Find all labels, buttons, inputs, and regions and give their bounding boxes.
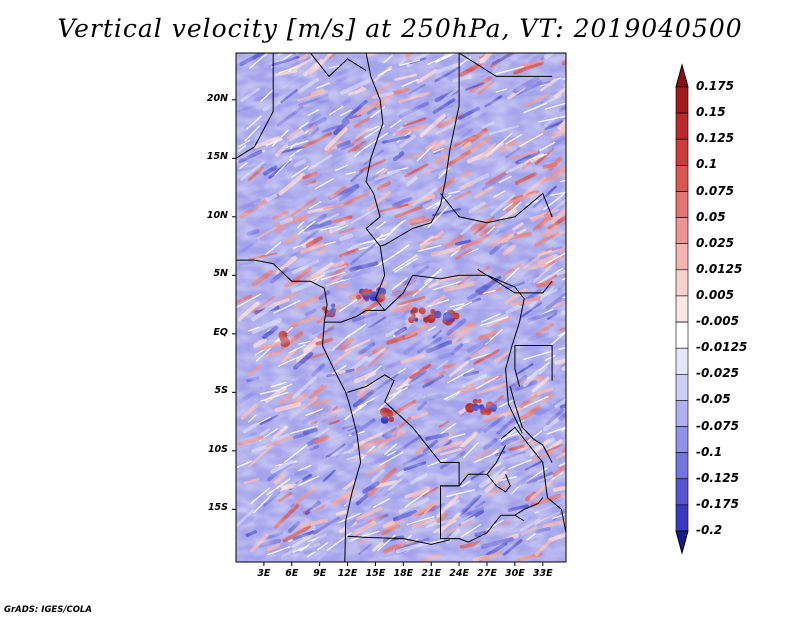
colorbar-swatch bbox=[675, 165, 689, 192]
border-line bbox=[440, 192, 553, 224]
border-line bbox=[379, 53, 460, 247]
lat-label: 15S bbox=[207, 502, 228, 514]
colorbar-label: 0.125 bbox=[696, 131, 734, 146]
map-frame bbox=[235, 52, 567, 563]
border-line bbox=[347, 535, 450, 545]
border-line bbox=[514, 345, 520, 387]
colorbar-swatch bbox=[675, 400, 689, 427]
credit-text: GrADS: IGES/COLA bbox=[4, 605, 92, 615]
colorbar-label: 0.025 bbox=[696, 235, 734, 250]
lat-label: 15N bbox=[206, 151, 228, 163]
colorbar-swatch bbox=[675, 295, 689, 323]
colorbar-label: -0.005 bbox=[696, 314, 739, 329]
colorbar-label: 0.1 bbox=[696, 157, 718, 172]
field-streak bbox=[296, 53, 301, 55]
border-line bbox=[514, 497, 544, 516]
lon-label: 18E bbox=[393, 568, 414, 579]
lon-label: 9E bbox=[313, 568, 327, 579]
colorbar-swatch bbox=[675, 112, 689, 140]
colorbar-swatch bbox=[675, 321, 689, 349]
colorbar-swatch bbox=[675, 347, 689, 375]
field-streak bbox=[563, 83, 566, 87]
colorbar-label: -0.175 bbox=[696, 496, 739, 511]
colorbar-label: 0.005 bbox=[696, 287, 734, 302]
border-line bbox=[440, 444, 507, 487]
country-borders bbox=[236, 53, 566, 562]
axis-ticks bbox=[232, 99, 544, 566]
velocity-field bbox=[236, 53, 566, 562]
colorbar-label: 0.05 bbox=[696, 209, 726, 224]
colorbar-swatch bbox=[675, 426, 689, 453]
border-line bbox=[514, 345, 553, 381]
border-line bbox=[347, 374, 469, 543]
map-title: Vertical velocity [m/s] at 250hPa, VT: 2… bbox=[57, 14, 743, 43]
lon-label: 33E bbox=[532, 568, 553, 579]
colorbar-label: 0.0125 bbox=[696, 261, 743, 276]
lon-label: 6E bbox=[285, 568, 299, 579]
colorbar-label: -0.2 bbox=[696, 523, 723, 537]
colorbar-bottom-arrow bbox=[675, 530, 689, 555]
field-streak bbox=[563, 380, 566, 384]
colorbar-top-arrow bbox=[675, 63, 689, 88]
lon-label: 24E bbox=[449, 568, 469, 579]
colorbar-label: -0.05 bbox=[696, 392, 731, 407]
lat-label: 20N bbox=[206, 92, 228, 104]
field-streak bbox=[563, 272, 566, 277]
border-line bbox=[236, 259, 362, 562]
lon-label: 27E bbox=[477, 568, 497, 579]
border-line bbox=[477, 269, 553, 294]
colorbar-swatch bbox=[675, 373, 689, 401]
lon-label: 3E bbox=[257, 568, 271, 579]
colorbar-label: -0.1 bbox=[696, 444, 723, 459]
colorbar-swatch bbox=[675, 504, 689, 532]
colorbar-swatch bbox=[675, 86, 689, 114]
lon-label: 30E bbox=[505, 568, 525, 579]
colorbar bbox=[675, 63, 689, 555]
colorbar-label: -0.125 bbox=[696, 470, 739, 485]
field-streak bbox=[563, 466, 566, 471]
lat-label: 10S bbox=[207, 443, 228, 455]
border-line bbox=[500, 426, 566, 533]
colorbar-swatch bbox=[675, 191, 689, 218]
border-line bbox=[365, 53, 384, 247]
lon-label: 21E bbox=[421, 568, 442, 579]
colorbar-label: 0.175 bbox=[696, 79, 734, 93]
lat-label: 5S bbox=[214, 385, 228, 397]
field-texture bbox=[236, 53, 566, 562]
colorbar-swatch bbox=[675, 217, 689, 245]
lon-label: 15E bbox=[365, 568, 386, 579]
colorbar-label: 0.15 bbox=[696, 105, 726, 120]
lat-label: 5N bbox=[213, 268, 228, 280]
border-line bbox=[509, 386, 553, 463]
lat-label: 10N bbox=[206, 209, 228, 221]
field-streak bbox=[561, 59, 566, 66]
colorbar-swatch bbox=[675, 452, 689, 480]
colorbar-label: 0.075 bbox=[696, 183, 734, 198]
colorbar-swatch bbox=[675, 269, 689, 297]
colorbar-swatch bbox=[675, 478, 689, 506]
lon-label: 12E bbox=[337, 568, 358, 579]
field-streak bbox=[562, 493, 566, 499]
border-line bbox=[458, 53, 553, 77]
border-line bbox=[468, 514, 525, 543]
border-line bbox=[324, 309, 385, 323]
border-line bbox=[236, 53, 274, 159]
colorbar-swatch bbox=[675, 138, 689, 166]
border-line bbox=[310, 53, 367, 78]
colorbar-swatch bbox=[675, 243, 689, 271]
colorbar-label: -0.025 bbox=[696, 366, 739, 381]
border-line bbox=[486, 473, 511, 493]
colorbar-label: -0.075 bbox=[696, 418, 739, 433]
lat-label: EQ bbox=[213, 326, 228, 338]
colorbar-label: -0.0125 bbox=[696, 340, 748, 355]
